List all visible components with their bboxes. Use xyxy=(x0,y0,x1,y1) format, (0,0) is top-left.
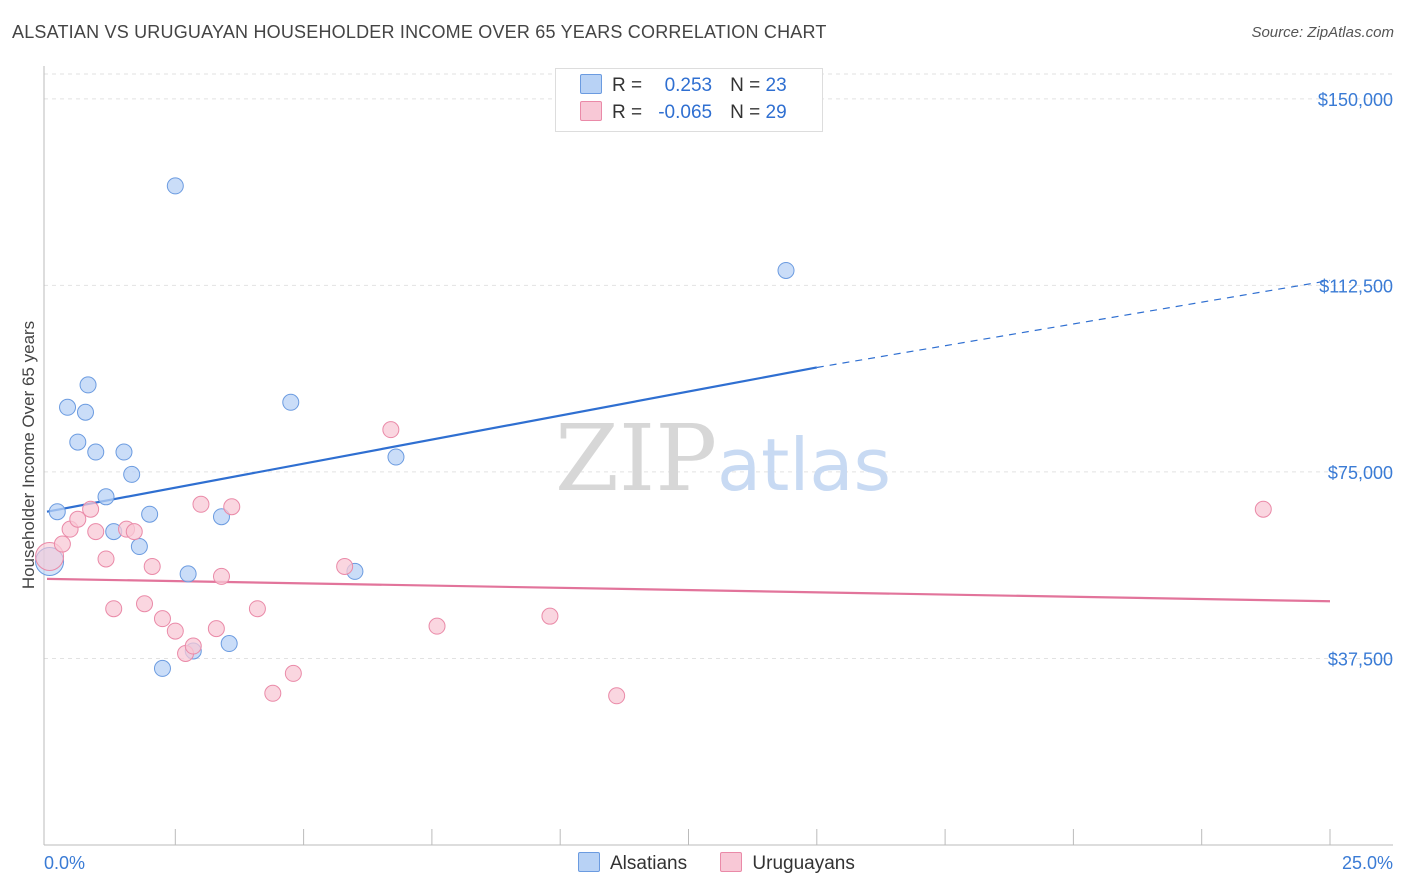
legend-n-value: 23 xyxy=(765,75,787,96)
legend-row-alsatians: R = 0.253 N = 23 xyxy=(580,74,787,100)
y-tick-label: $75,000 xyxy=(1328,463,1393,483)
point-uruguayans xyxy=(212,567,230,585)
point-alsatians xyxy=(179,565,197,583)
legend-swatch-uruguayans xyxy=(580,101,602,121)
point-alsatians xyxy=(212,508,230,526)
stats-legend: R = 0.253 N = 23 R = -0.065 N = 29 xyxy=(555,68,823,132)
legend-r-value: -0.065 xyxy=(658,102,713,123)
data-points xyxy=(35,177,1272,705)
point-alsatians xyxy=(282,393,300,411)
series-legend: Alsatians Uruguayans xyxy=(578,852,883,875)
point-uruguayans xyxy=(143,557,161,575)
point-alsatians xyxy=(76,403,94,421)
point-alsatians xyxy=(123,465,141,483)
point-uruguayans xyxy=(382,421,400,439)
point-uruguayans xyxy=(69,510,87,528)
point-alsatians xyxy=(79,376,97,394)
point-uruguayans xyxy=(248,600,266,618)
legend-row-uruguayans: R = -0.065 N = 29 xyxy=(580,101,787,127)
chart-title: ALSATIAN VS URUGUAYAN HOUSEHOLDER INCOME… xyxy=(12,22,827,42)
x-tick-label-max: 25.0% xyxy=(1342,853,1393,873)
point-uruguayans xyxy=(105,600,123,618)
point-uruguayans xyxy=(184,637,202,655)
legend-n-value: 29 xyxy=(765,102,787,123)
legend-r-label: R = xyxy=(612,102,643,123)
point-uruguayans xyxy=(264,684,282,702)
point-alsatians xyxy=(87,443,105,461)
legend-n-label: N = xyxy=(730,102,761,123)
series-swatch-uruguayans xyxy=(720,852,743,872)
point-alsatians xyxy=(141,505,159,523)
point-uruguayans xyxy=(223,498,241,516)
point-uruguayans xyxy=(97,550,115,568)
point-uruguayans xyxy=(608,687,626,705)
series-label-alsatians: Alsatians xyxy=(610,853,688,874)
chart-source: Source: ZipAtlas.com xyxy=(1251,24,1394,41)
watermark-atlas: atlas xyxy=(717,423,891,507)
point-alsatians xyxy=(166,177,184,195)
point-uruguayans xyxy=(87,523,105,541)
x-tick-label-min: 0.0% xyxy=(44,853,85,873)
point-uruguayans xyxy=(284,664,302,682)
point-uruguayans xyxy=(336,557,354,575)
point-uruguayans xyxy=(166,622,184,640)
point-uruguayans xyxy=(136,595,154,613)
trend-line-uruguayans xyxy=(46,577,1331,603)
axes xyxy=(43,66,1393,846)
point-alsatians xyxy=(777,261,795,279)
point-alsatians xyxy=(387,448,405,466)
point-alsatians xyxy=(97,488,115,506)
legend-swatch-alsatians xyxy=(580,74,602,94)
legend-r-value: 0.253 xyxy=(664,75,713,96)
series-swatch-alsatians xyxy=(578,852,600,872)
trend-line-extension-alsatians xyxy=(816,279,1331,369)
legend-r-label: R = xyxy=(612,75,643,96)
watermark-zip: ZIP xyxy=(555,405,717,512)
point-uruguayans xyxy=(192,495,210,513)
y-tick-label: $150,000 xyxy=(1318,90,1393,110)
series-legend-uruguayans[interactable]: Uruguayans xyxy=(720,852,855,875)
legend-n-label: N = xyxy=(730,75,761,96)
point-uruguayans xyxy=(53,535,71,553)
point-uruguayans xyxy=(125,523,143,541)
y-tick-labels: $37,500 $75,000 $112,500 $150,000 xyxy=(1318,90,1393,670)
point-alsatians xyxy=(69,433,87,451)
y-tick-label: $37,500 xyxy=(1328,649,1393,669)
point-uruguayans xyxy=(1254,500,1272,518)
point-uruguayans xyxy=(153,610,171,628)
point-alsatians xyxy=(48,503,66,521)
trend-line-alsatians xyxy=(46,366,818,513)
point-alsatians xyxy=(115,443,133,461)
point-uruguayans xyxy=(428,617,446,635)
y-axis-label: Householder Income Over 65 years xyxy=(19,321,38,589)
point-alsatians xyxy=(59,398,77,416)
point-alsatians xyxy=(153,659,171,677)
series-legend-alsatians[interactable]: Alsatians xyxy=(578,852,687,875)
grid-lines xyxy=(44,73,1393,659)
series-label-uruguayans: Uruguayans xyxy=(752,853,855,874)
point-uruguayans xyxy=(82,500,100,518)
point-alsatians xyxy=(130,538,148,556)
point-alsatians xyxy=(220,635,238,653)
trend-lines xyxy=(46,279,1331,603)
point-uruguayans xyxy=(541,607,559,625)
point-uruguayans xyxy=(207,620,225,638)
y-tick-label: $112,500 xyxy=(1319,276,1393,296)
